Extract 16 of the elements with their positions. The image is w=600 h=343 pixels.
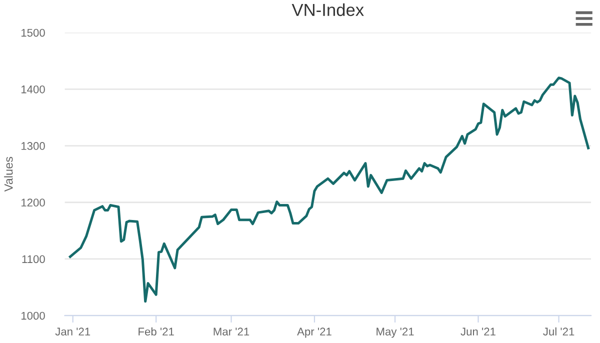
chart-title: VN-Index <box>292 3 364 16</box>
x-tick-label: Feb '21 <box>138 327 174 336</box>
x-tick-label: Jul '21 <box>543 327 574 336</box>
x-tick-label: Mar '21 <box>214 328 250 336</box>
line-series <box>68 76 590 303</box>
x-tick-label: Apr '21 <box>297 328 332 338</box>
x-tick-label: May '21 <box>376 328 414 338</box>
y-axis-title: Values <box>4 156 13 192</box>
x-tick-label: Jun '21 <box>460 328 496 336</box>
y-tick-label: 1000 <box>21 312 45 320</box>
y-tick-label: 1100 <box>22 255 45 264</box>
y-tick-label: 1400 <box>21 85 45 94</box>
y-tick-label: 1300 <box>21 142 45 150</box>
x-tick-label: Jan '21 <box>55 328 90 336</box>
y-tick-label: 1200 <box>21 198 45 207</box>
y-tick-label: 1500 <box>21 28 45 37</box>
